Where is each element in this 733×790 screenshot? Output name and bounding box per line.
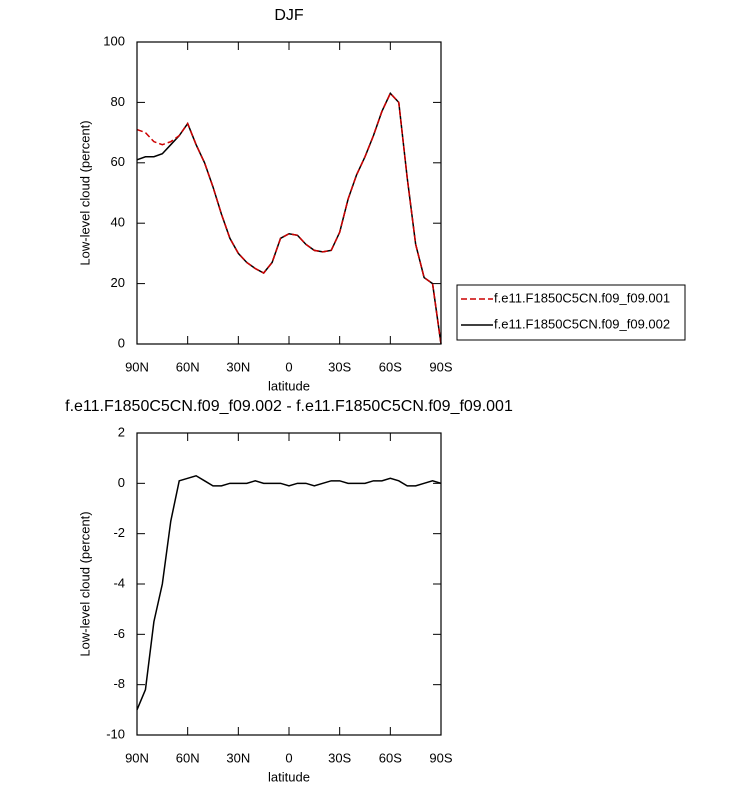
- x-tick-label: 60N: [176, 359, 200, 374]
- x-tick-label: 30N: [226, 359, 250, 374]
- legend-label: f.e11.F1850C5CN.f09_f09.002: [494, 316, 670, 331]
- data-line: [136, 474, 442, 711]
- y-tick-label: -2: [113, 525, 125, 540]
- chart-title: DJF: [274, 7, 304, 24]
- x-tick-label: 60N: [176, 750, 200, 765]
- y-tick-label: 0: [118, 475, 125, 490]
- y-tick-label: 100: [103, 33, 125, 48]
- x-tick-label: 30S: [328, 750, 351, 765]
- y-tick-label: 20: [111, 275, 125, 290]
- x-tick-label: 60S: [379, 750, 402, 765]
- x-tick-label: 90S: [429, 359, 452, 374]
- chart-title: f.e11.F1850C5CN.f09_f09.002 - f.e11.F185…: [65, 398, 513, 415]
- y-axis-label: Low-level cloud (percent): [77, 120, 92, 265]
- x-axis-label: latitude: [268, 769, 310, 784]
- x-tick-label: 30N: [226, 750, 250, 765]
- y-axis-label: Low-level cloud (percent): [77, 511, 92, 656]
- plot-frame: [136, 41, 442, 345]
- x-tick-label: 90N: [125, 359, 149, 374]
- x-tick-label: 60S: [379, 359, 402, 374]
- y-tick-label: -8: [113, 676, 125, 691]
- y-tick-label: 0: [118, 335, 125, 350]
- y-tick-label: -10: [106, 726, 125, 741]
- y-tick-label: 40: [111, 215, 125, 230]
- plot-frame: [136, 432, 442, 736]
- x-tick-label: 30S: [328, 359, 351, 374]
- x-tick-label: 90S: [429, 750, 452, 765]
- y-tick-label: 60: [111, 154, 125, 169]
- legend-box: [456, 284, 686, 341]
- y-tick-label: -4: [113, 575, 125, 590]
- y-tick-label: 2: [118, 424, 125, 439]
- x-tick-label: 0: [285, 750, 292, 765]
- data-line: [136, 92, 442, 345]
- x-tick-label: 0: [285, 359, 292, 374]
- x-tick-label: 90N: [125, 750, 149, 765]
- y-tick-label: 80: [111, 94, 125, 109]
- y-tick-label: -6: [113, 626, 125, 641]
- x-axis-label: latitude: [268, 378, 310, 393]
- legend-label: f.e11.F1850C5CN.f09_f09.001: [494, 290, 670, 305]
